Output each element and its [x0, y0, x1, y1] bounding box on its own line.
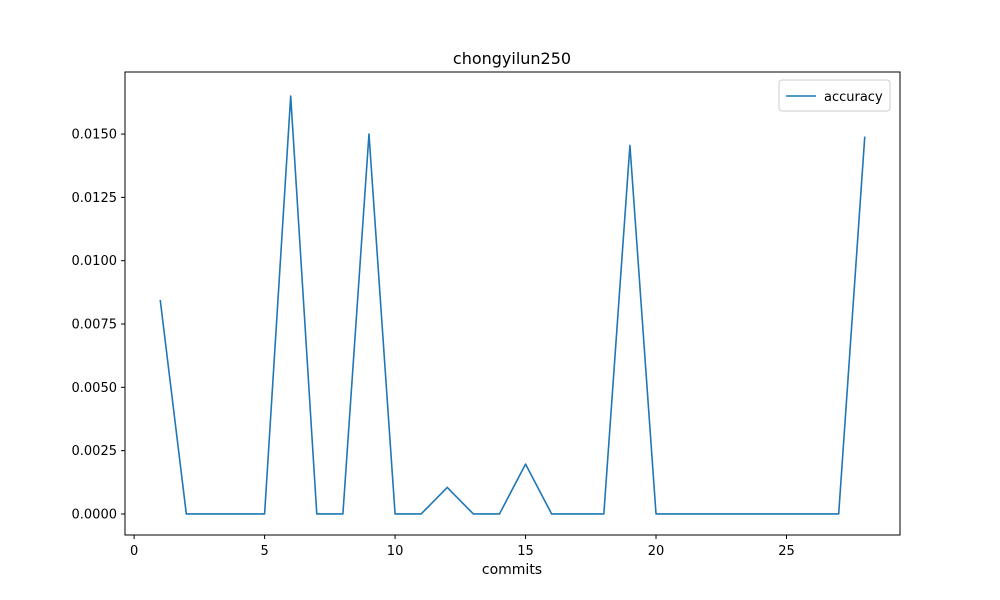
y-tick-label: 0.0000: [72, 507, 118, 522]
data-point: [420, 513, 422, 515]
x-tick-label: 10: [387, 544, 404, 559]
data-point: [551, 513, 553, 515]
data-point: [603, 513, 605, 515]
data-point: [290, 95, 292, 97]
x-axis-label: commits: [482, 562, 542, 578]
y-tick-label: 0.0025: [72, 444, 118, 459]
data-point: [446, 487, 448, 489]
x-tick-label: 25: [778, 544, 795, 559]
data-point: [212, 513, 214, 515]
data-point: [681, 513, 683, 515]
data-point: [264, 513, 266, 515]
data-point: [473, 513, 475, 515]
x-tick-label: 5: [260, 544, 268, 559]
plot-area: 0 5 10 15 20 25 0.0000 0.0025 0.0050 0.0075 0.0100…: [72, 71, 901, 559]
data-point: [342, 513, 344, 515]
data-point: [812, 513, 814, 515]
data-point: [316, 513, 318, 515]
data-point: [838, 513, 840, 515]
data-point: [734, 513, 736, 515]
data-point: [760, 513, 762, 515]
axes-frame: [124, 71, 901, 536]
data-point: [159, 299, 161, 301]
data-point: [707, 513, 709, 515]
data-point: [525, 463, 527, 465]
data-point: [238, 513, 240, 515]
y-tick-label: 0.0075: [72, 318, 118, 333]
data-point: [499, 513, 501, 515]
y-tick-label: 0.0150: [72, 128, 118, 143]
legend-box: [778, 79, 891, 112]
x-tick-label: 20: [648, 544, 665, 559]
data-point: [786, 513, 788, 515]
y-tick-label: 0.0050: [72, 381, 118, 396]
data-point: [394, 513, 396, 515]
data-point: [629, 145, 631, 147]
chart-title: chongyilun250: [453, 49, 571, 68]
series-line-accuracy: [159, 95, 866, 515]
data-point: [186, 513, 188, 515]
y-tick-label: 0.0100: [72, 254, 118, 269]
x-tick-label: 15: [517, 544, 534, 559]
data-point: [864, 136, 866, 138]
data-point: [577, 513, 579, 515]
y-tick-label: 0.0125: [72, 191, 118, 206]
data-point: [368, 133, 370, 135]
x-tick-label: 0: [130, 544, 138, 559]
data-point: [655, 513, 657, 515]
legend-label: accuracy: [824, 90, 883, 105]
